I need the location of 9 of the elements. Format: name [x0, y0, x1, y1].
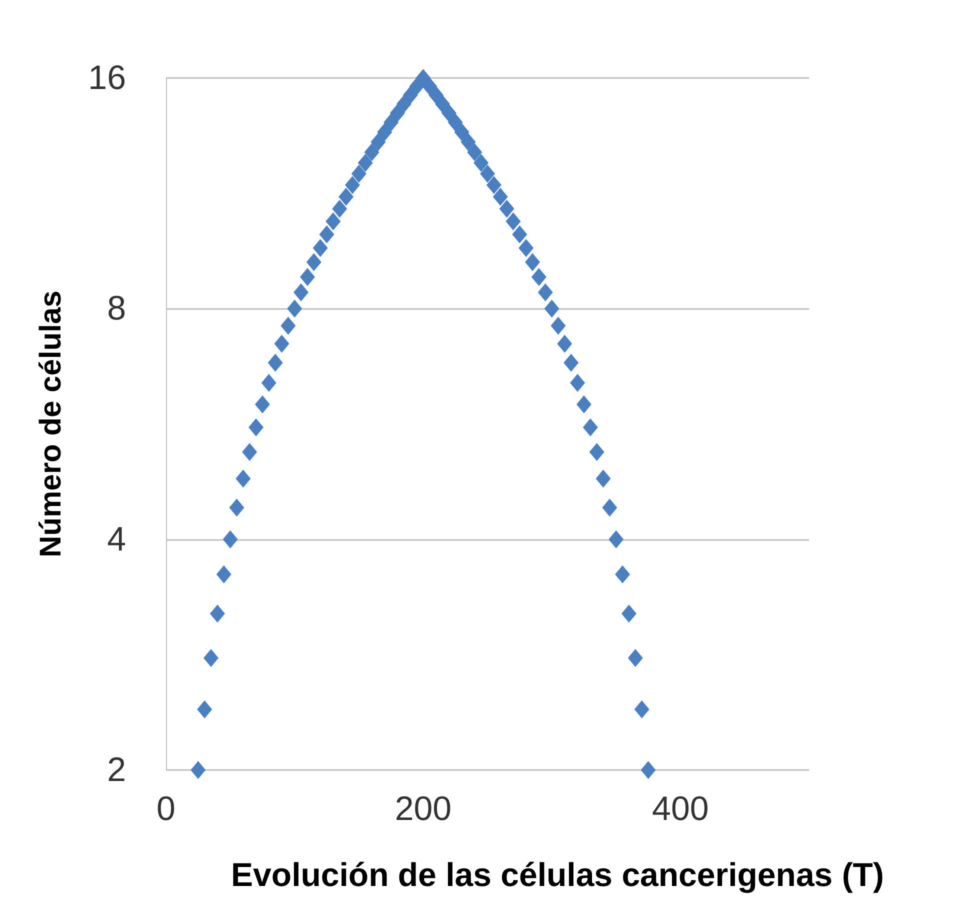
- x-tick-label: 200: [394, 790, 452, 828]
- y-tick-label: 16: [88, 59, 126, 97]
- x-axis-title: Evolución de las células cancerigenas (T): [231, 856, 884, 893]
- x-tick-label: 0: [156, 790, 176, 828]
- y-axis-title: Número de células: [34, 290, 68, 558]
- y-tick-label: 8: [107, 290, 126, 328]
- x-tick-label: 400: [652, 790, 709, 828]
- y-tick-label: 4: [107, 520, 126, 558]
- y-tick-label: 2: [107, 751, 126, 789]
